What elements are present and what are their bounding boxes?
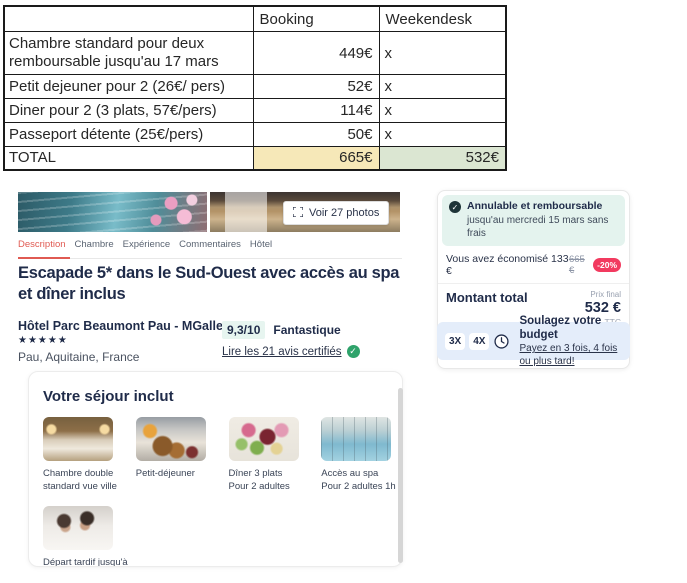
booking-price: 50€ [252, 122, 380, 147]
includes-row: Chambre double standard vue ville Petit-… [43, 417, 402, 494]
dinner-thumbnail [228, 417, 299, 461]
clock-icon [494, 333, 510, 349]
breakfast-thumbnail [135, 417, 206, 461]
row-label: Chambre standard pour deux remboursable … [3, 31, 254, 75]
weekendesk-value: x [378, 31, 507, 75]
savings-row: Vous avez économisé 133 € 665 € -20% [438, 246, 629, 284]
table-row: Passeport détente (25€/pers) 50€ x [3, 122, 507, 147]
total-booking: 665€ [252, 146, 380, 170]
tab-hotel[interactable]: Hôtel [249, 239, 273, 250]
table-row: Diner pour 2 (3 plats, 57€/pers) 114€ x [3, 98, 507, 123]
tab-description[interactable]: Description [18, 239, 70, 259]
tax-label: TTC [585, 317, 621, 327]
booking-price: 449€ [252, 31, 380, 75]
installments-box: 3X 4X Soulagez votre budget Payez en 3 f… [437, 315, 630, 367]
includes-heading: Votre séjour inclut [43, 388, 174, 405]
weekendesk-value: x [378, 98, 507, 123]
old-price: 665 € [568, 253, 585, 276]
table-total-row: TOTAL 665€ 532€ [3, 146, 507, 170]
price-value: 532 € [584, 299, 621, 316]
tab-commentaires[interactable]: Commentaires [179, 239, 241, 250]
table-header-row: Booking Weekendesk [3, 5, 507, 32]
table-row: Petit dejeuner pour 2 (26€/ pers) 52€ x [3, 74, 507, 99]
hotel-location: Pau, Aquitaine, France [18, 350, 140, 364]
total-label: TOTAL [3, 146, 254, 170]
price-final-label: Prix final [590, 289, 621, 299]
include-item-room: Chambre double standard vue ville [43, 417, 124, 494]
verified-check-icon: ✓ [346, 345, 360, 358]
view-photos-button[interactable]: Voir 27 photos [283, 201, 390, 225]
savings-text: Vous avez économisé 133 € [446, 252, 569, 277]
weekendesk-value: x [378, 74, 507, 99]
include-item-label: Petit-déjeuner [135, 468, 195, 479]
listing-tabs: Description Chambre Expérience Commentai… [18, 239, 402, 259]
include-item-label: Dîner 3 plats [228, 468, 283, 479]
include-item-label: Accès au spa [321, 468, 379, 479]
row-label: Diner pour 2 (3 plats, 57€/pers) [3, 98, 254, 123]
include-item-spa: Accès au spa Pour 2 adultes 1h [321, 417, 402, 494]
table-header-empty [3, 5, 254, 32]
pay-4x-badge[interactable]: 4X [469, 332, 490, 350]
view-photos-label: Voir 27 photos [309, 207, 380, 219]
cancellation-check-icon: ✓ [449, 201, 461, 213]
table-row: Chambre standard pour deux remboursable … [3, 31, 507, 75]
row-label: Passeport détente (25€/pers) [3, 122, 254, 147]
total-row: Montant total Prix final 532 € TTC [438, 284, 629, 329]
late-checkout-thumbnail [43, 505, 113, 550]
hotel-info: Hôtel Parc Beaumont Pau - MGallery ★★★★★… [18, 319, 235, 364]
booking-price: 52€ [252, 74, 380, 99]
include-item-breakfast: Petit-déjeuner [135, 417, 217, 494]
cancellation-subtitle: jusqu'au mercredi 15 mars sans frais [467, 214, 609, 239]
tab-experience[interactable]: Expérience [122, 239, 171, 250]
cancellation-banner: ✓ Annulable et remboursable jusqu'au mer… [442, 195, 625, 246]
rating-score-badge: 9,3/10 [222, 321, 266, 339]
total-label: Montant total [446, 289, 528, 305]
hotel-stars: ★★★★★ [18, 335, 68, 346]
discount-badge: -20% [593, 257, 621, 272]
booking-price: 114€ [252, 98, 380, 123]
table-header-weekendesk: Weekendesk [378, 5, 507, 32]
include-item-label: Départ tardif jusqu'à 13h [43, 556, 128, 567]
reviews-link[interactable]: Lire les 21 avis certifiés [222, 345, 342, 358]
pay-3x-badge[interactable]: 3X [445, 332, 466, 350]
deal-title: Escapade 5* dans le Sud-Ouest avec accès… [18, 264, 400, 304]
room-thumbnail [43, 417, 113, 461]
installments-link[interactable]: Payez en 3 fois, 4 fois ou plus tard! [519, 343, 618, 368]
include-item-late-checkout: Départ tardif jusqu'à 13h [43, 505, 138, 567]
include-item-label: Chambre double standard vue ville [43, 468, 117, 492]
spa-thumbnail [321, 417, 392, 461]
hotel-name: Hôtel Parc Beaumont Pau - MGallery [18, 319, 235, 333]
include-item-dinner: Dîner 3 plats Pour 2 adultes [228, 417, 310, 494]
vertical-scrollbar-thumb[interactable] [398, 388, 403, 563]
comparison-table: Booking Weekendesk Chambre standard pour… [3, 5, 507, 171]
expand-icon [292, 205, 304, 220]
hotel-photo-spa-pool[interactable] [18, 192, 207, 232]
tab-chambre[interactable]: Chambre [74, 239, 114, 250]
rating-word: Fantastique [273, 323, 341, 337]
cancellation-title: Annulable et remboursable [467, 200, 603, 212]
rating-block: 9,3/10 Fantastique Lire les 21 avis cert… [222, 321, 360, 358]
weekendesk-value: x [378, 122, 507, 147]
stay-includes-card: Votre séjour inclut Chambre double stand… [28, 371, 403, 567]
includes-row: Départ tardif jusqu'à 13h [43, 505, 402, 567]
row-label: Petit dejeuner pour 2 (26€/ pers) [3, 74, 254, 99]
total-weekendesk: 532€ [378, 146, 507, 170]
table-header-booking: Booking [252, 5, 380, 32]
include-item-detail: Pour 2 adultes [228, 480, 290, 492]
include-item-detail: Pour 2 adultes 1h [321, 480, 396, 492]
installments-title: Soulagez votre budget [519, 314, 602, 341]
